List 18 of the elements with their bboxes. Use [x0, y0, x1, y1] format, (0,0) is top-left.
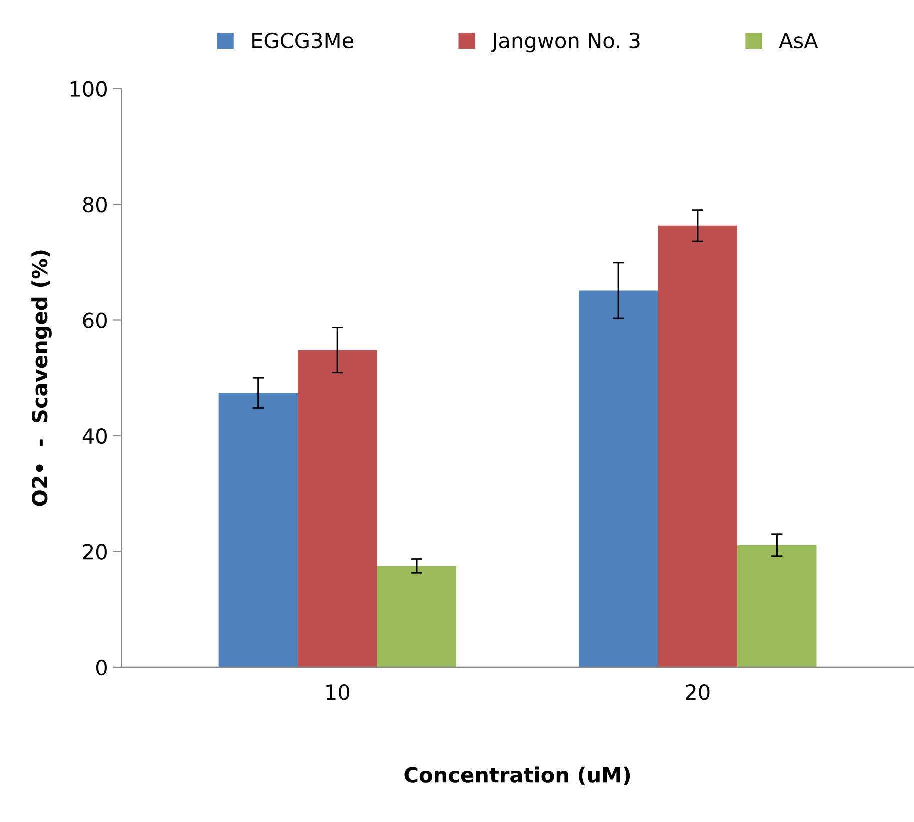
- bar: [298, 350, 378, 668]
- y-tick-label: 80: [83, 196, 107, 213]
- y-tick-label: 100: [70, 81, 107, 97]
- bar: [658, 226, 738, 668]
- x-axis-title: Concentration (uM): [404, 766, 630, 786]
- legend-label: EGCG3Me: [252, 32, 354, 49]
- y-tick-label: 60: [83, 312, 107, 328]
- bar: [738, 545, 817, 668]
- bar: [579, 290, 658, 668]
- y-tick-label: 0: [96, 660, 107, 676]
- x-tick-label: 10: [326, 684, 350, 700]
- legend-label: Jangwon No. 3: [491, 32, 640, 53]
- y-tick-label: 20: [83, 544, 107, 560]
- bar: [218, 393, 298, 668]
- bar: [377, 566, 457, 668]
- y-axis-title: O2• - Scavenged (%): [32, 250, 52, 506]
- legend-label: AsA: [779, 33, 818, 49]
- y-tick-label: 40: [82, 428, 107, 444]
